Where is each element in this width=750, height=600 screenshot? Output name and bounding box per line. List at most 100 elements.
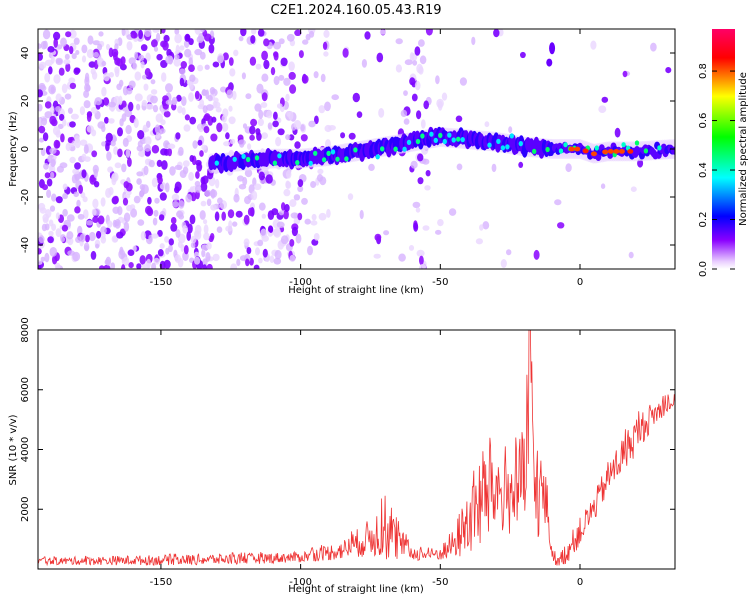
noise-dot — [64, 93, 72, 100]
noise-dot — [194, 184, 202, 193]
noise-dot — [361, 59, 367, 68]
noise-dot — [140, 188, 145, 196]
noise-dot — [57, 123, 64, 130]
noise-dot — [204, 113, 211, 121]
noise-dot — [157, 249, 164, 257]
ridge-bright — [375, 154, 380, 160]
ridge-bright — [500, 145, 506, 151]
noise-dot — [272, 120, 279, 128]
noise-dot — [38, 103, 43, 112]
ridge-bright — [451, 137, 456, 143]
noise-dot — [141, 99, 148, 107]
noise-dot — [319, 176, 327, 186]
noise-dot — [91, 208, 97, 216]
noise-dot — [136, 171, 144, 177]
ridge-peak — [618, 149, 625, 154]
noise-dot — [408, 245, 415, 251]
ridge-bright — [232, 156, 237, 162]
noise-dot — [500, 259, 507, 268]
noise-dot — [104, 116, 109, 124]
noise-dot — [263, 38, 270, 47]
noise-dot — [301, 197, 308, 205]
noise-dot — [110, 140, 116, 147]
noise-dot — [188, 92, 194, 102]
noise-dot — [121, 256, 130, 266]
y-tick-label: 2000 — [20, 497, 31, 522]
noise-dot — [42, 29, 51, 40]
noise-dot — [55, 59, 63, 66]
noise-dot — [58, 67, 65, 76]
noise-dot — [38, 137, 45, 143]
noise-dot — [422, 158, 430, 165]
noise-dot — [283, 188, 291, 197]
noise-dot — [159, 128, 166, 134]
noise-dot — [55, 228, 62, 238]
noise-dot — [136, 103, 141, 111]
noise-dot — [197, 64, 204, 72]
noise-dot — [416, 110, 422, 120]
noise-dot — [665, 67, 672, 74]
noise-dot — [435, 75, 440, 85]
noise-dot — [459, 77, 467, 86]
noise-dot — [197, 139, 203, 146]
noise-dot — [143, 165, 149, 176]
noise-dot — [235, 210, 243, 218]
ridge-bright — [460, 137, 465, 143]
noise-dot — [81, 55, 87, 63]
ridge-bright — [456, 136, 461, 142]
noise-dot — [206, 198, 212, 207]
noise-dot — [145, 120, 151, 128]
noise-dot — [69, 82, 77, 90]
noise-dot — [82, 196, 88, 203]
noise-dot — [159, 243, 165, 249]
noise-dot — [213, 97, 219, 104]
noise-dot — [169, 166, 176, 176]
noise-dot — [155, 132, 161, 140]
noise-dot — [412, 60, 418, 66]
noise-dot — [38, 260, 43, 266]
ridge-bright — [353, 147, 358, 153]
ridge-bright — [241, 153, 246, 159]
noise-dot — [288, 71, 296, 80]
noise-dot — [247, 143, 252, 150]
noise-dot — [160, 40, 168, 48]
noise-dot — [441, 92, 448, 101]
noise-dot — [128, 80, 136, 89]
noise-dot — [72, 251, 81, 262]
noise-dot — [416, 249, 425, 257]
noise-dot — [225, 132, 230, 140]
noise-dot — [167, 143, 176, 150]
noise-dot — [233, 193, 240, 203]
noise-dot — [94, 97, 103, 106]
noise-dot — [60, 236, 66, 242]
noise-dot — [55, 93, 62, 102]
ridge-bright — [518, 141, 523, 147]
noise-dot — [93, 181, 100, 188]
noise-dot — [276, 103, 283, 109]
noise-dot — [258, 202, 266, 211]
noise-dot — [221, 211, 226, 221]
noise-dot — [153, 46, 159, 52]
y-tick-label: 0 — [20, 146, 31, 152]
noise-dot — [161, 160, 168, 170]
noise-dot — [160, 119, 166, 126]
noise-dot — [165, 182, 170, 193]
noise-dot — [220, 86, 227, 93]
noise-dot — [151, 262, 157, 269]
ridge-bright — [532, 148, 537, 154]
noise-dot — [99, 265, 105, 269]
noise-dot — [317, 168, 324, 175]
noise-dot — [323, 51, 329, 57]
noise-dot — [63, 59, 71, 65]
bottom-y-axis-label: SNR (10 * v/v) — [8, 414, 19, 485]
noise-dot — [324, 124, 332, 133]
noise-dot — [101, 141, 107, 147]
x-tick-label: 0 — [577, 577, 583, 588]
noise-dot — [132, 62, 138, 71]
noise-dot — [273, 41, 282, 50]
noise-dot — [38, 235, 45, 244]
noise-dot — [240, 29, 247, 37]
noise-dot — [214, 211, 220, 222]
noise-dot — [126, 157, 132, 167]
